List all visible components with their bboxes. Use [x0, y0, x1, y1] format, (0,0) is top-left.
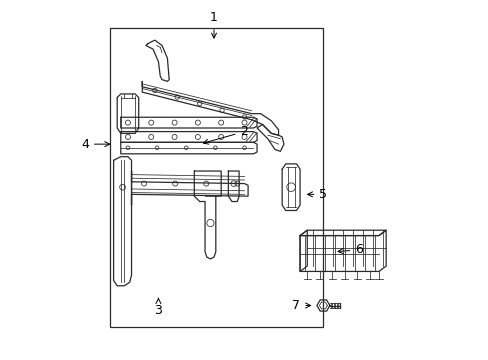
Text: 4: 4 — [81, 138, 109, 150]
Text: 6: 6 — [337, 243, 363, 256]
Text: 7: 7 — [292, 299, 310, 312]
Text: 3: 3 — [154, 298, 162, 318]
Text: 5: 5 — [307, 188, 327, 201]
Bar — [110, 28, 323, 327]
Text: 1: 1 — [210, 11, 218, 38]
Text: 2: 2 — [203, 125, 248, 144]
